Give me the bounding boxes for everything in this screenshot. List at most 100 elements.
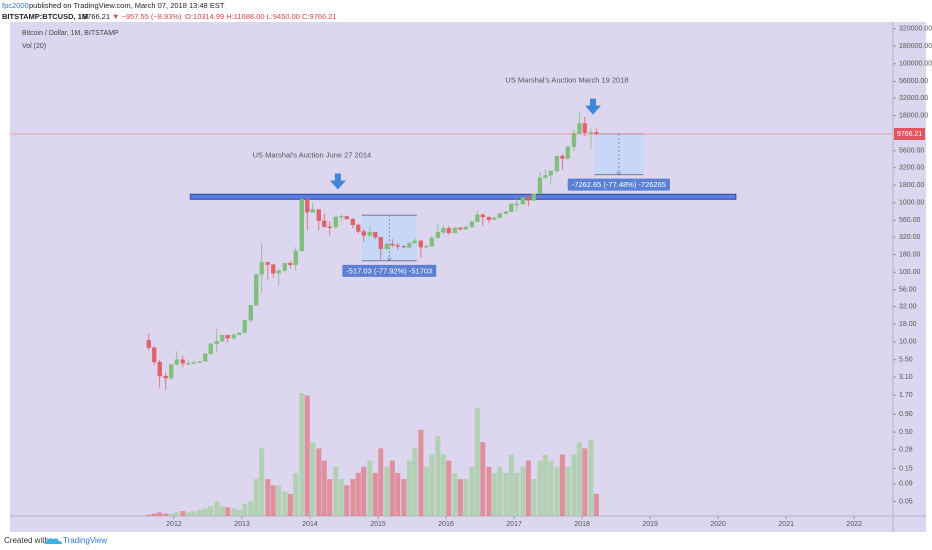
candle-body [588,132,594,134]
volume-bar [316,448,322,516]
annotation-text: US Marshal's Auction June 27 2014 [253,151,372,160]
candle-body [582,123,587,133]
volume-bar [270,485,276,516]
volume-bar [338,479,344,516]
candle-body [305,199,310,213]
candle-body [180,359,185,364]
volume-bar [163,513,169,516]
x-tick-label: 2013 [234,521,250,528]
volume-bar [174,512,180,516]
y-tick-label: 180.00 [899,251,921,258]
volume-bar [480,442,486,516]
volume-bar [225,507,231,516]
change: ▼ −957.55 (−8.93%) [112,12,182,21]
y-tick-label: 3.10 [899,374,913,381]
candle-body [503,211,509,214]
candle-body [514,203,519,205]
candle-body [537,177,543,194]
candle-body [242,320,247,333]
candle-body [214,340,219,345]
volume-bar [236,509,242,516]
published-note: published on TradingView.com, March 07, … [29,1,225,10]
candle-body [429,237,434,247]
x-tick-label: 2014 [302,521,318,528]
volume-bar [372,472,378,516]
y-tick-label: 100.00 [899,269,921,276]
volume-bar [248,501,254,516]
candle-body [288,263,293,265]
y-tick-label: 56.00 [899,287,917,294]
candle-body [458,227,463,230]
volume-bar [418,429,424,516]
y-tick-label: 0.28 [899,446,913,453]
volume-bar [276,485,282,516]
candle-body [231,334,236,339]
volume-bar [146,514,152,516]
volume-bar [344,485,350,516]
y-tick-label: 18.00 [899,321,917,328]
candle-body [271,264,276,274]
y-tick-label: 320.00 [899,234,921,241]
annotation-arrow [584,98,601,115]
candle-body [316,209,321,221]
volume-bar [287,493,293,516]
candle-body [220,335,225,342]
y-tick-label: 10.00 [899,339,917,346]
x-tick-label: 2021 [778,521,794,528]
candle-body [560,155,565,159]
y-tick-label: 1.70 [899,392,913,399]
candle-body [339,216,344,218]
candle-body [554,155,560,172]
volume-bar [304,395,310,516]
volume-bar [350,479,356,516]
volume-bar [571,454,577,516]
volume-bar [197,509,203,516]
volume-bar [520,466,526,516]
y-tick-label: 56000.00 [899,78,928,85]
y-tick-label: 32.00 [899,303,917,310]
volume-bar [265,479,271,516]
candle-body [480,214,485,218]
candle-body [446,228,451,234]
y-tick-label: 180000.00 [899,43,932,50]
measure-arrowhead [616,171,622,176]
candle-body [424,246,429,248]
volume-bar [395,472,401,516]
volume-bar [508,454,514,516]
annotation-arrow [329,173,346,190]
candle-body [526,197,531,201]
volume-bar [208,506,214,516]
candle-body [475,214,480,223]
volume-bar [214,501,220,516]
x-tick-label: 2012 [166,521,182,528]
candle-body [169,364,174,379]
y-tick-label: 1800.00 [899,182,924,189]
candle-body [412,240,417,244]
candle-body [361,231,366,236]
volume-bar [542,454,548,516]
candle-body [191,362,196,364]
volume-bar [293,472,299,516]
candle-body [407,242,412,248]
candle-body [157,361,162,377]
candle-body [577,123,582,134]
volume-bar [593,493,599,516]
volume-bar [412,448,418,516]
volume-bar [554,466,560,516]
footer-brand[interactable]: TradingView [63,536,107,545]
volume-bar [282,491,288,516]
volume-bar [168,513,174,516]
volume-bar [333,466,339,516]
volume-bar [491,472,497,516]
candle-body [469,221,475,228]
volume-bar [497,466,503,516]
volume-bar [191,511,197,516]
candle-body [378,236,383,250]
support-band [189,193,737,200]
x-tick-label: 2016 [438,521,454,528]
volume-bar [452,472,458,516]
candle-body [186,363,191,365]
volume-bar [486,466,492,516]
y-tick-label: 0.05 [899,498,913,505]
